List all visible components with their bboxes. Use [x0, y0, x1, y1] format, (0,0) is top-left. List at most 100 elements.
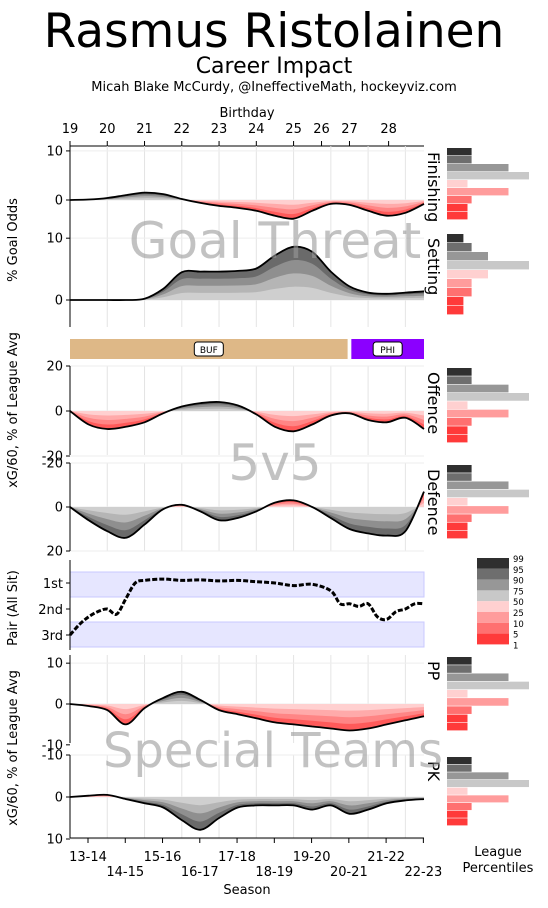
- histogram-bar: [447, 196, 472, 204]
- season-tick-label: 17-18: [218, 850, 256, 865]
- section-title: Special Teams: [103, 723, 443, 779]
- legend-swatch: [477, 601, 509, 612]
- panel-name: PK: [424, 761, 443, 782]
- histogram-pp: [447, 657, 529, 731]
- area-band-positive: [70, 694, 424, 704]
- top-axis-tick-label: 23: [211, 122, 228, 137]
- legend-swatch: [477, 558, 509, 569]
- panel-pk: -10 0 10 PK: [42, 749, 443, 848]
- y-tick-label: 0: [55, 698, 63, 713]
- histogram-bar: [447, 368, 472, 376]
- legend-label: 5: [513, 631, 518, 641]
- histogram-bar: [447, 473, 472, 481]
- y-tick-label: 0: [55, 194, 63, 209]
- histogram-bar: [447, 148, 472, 156]
- percentile-histograms: [447, 148, 529, 826]
- panel-setting: 10 0 Setting: [46, 232, 443, 327]
- season-tick-label: 13-14: [69, 850, 107, 865]
- y-tick-label: 0: [55, 405, 63, 420]
- legend-title-line1: League: [474, 845, 521, 860]
- y-tick-label: -20: [42, 457, 63, 472]
- panel-offence: 20 0 -20 Offence: [42, 360, 443, 465]
- panel-name: PP: [424, 661, 443, 681]
- top-axis-tick-label: 22: [174, 122, 191, 137]
- histogram-bar: [447, 714, 468, 723]
- area-band-negative: [70, 704, 424, 711]
- third-pair-band: [69, 621, 425, 648]
- histogram-bar: [447, 497, 468, 506]
- y-tick-label: 0: [55, 294, 63, 309]
- histogram-bar: [447, 376, 472, 385]
- y-tick-label: 10: [46, 657, 63, 672]
- histogram-bar: [447, 514, 472, 522]
- histogram-bar: [447, 506, 509, 514]
- area-band-positive: [70, 697, 424, 704]
- area-band-negative: [70, 797, 424, 822]
- area-band-positive: [70, 198, 424, 200]
- pair-tick-label: 3rd: [41, 629, 63, 644]
- histogram-bar: [447, 673, 509, 682]
- top-axis-label: Birthday: [219, 106, 274, 121]
- histogram-bar: [447, 764, 472, 772]
- y-tick-label: 20: [46, 545, 63, 560]
- season-tick-label: 20-21: [330, 865, 368, 880]
- area-band-positive: [70, 700, 424, 704]
- panel-name: Setting: [424, 238, 443, 295]
- histogram-bar: [447, 522, 468, 531]
- histogram-bar: [447, 252, 488, 261]
- legend-label: 50: [513, 598, 524, 608]
- panels: 100 Finishing100Setting200-20Offence-2002…: [42, 144, 443, 847]
- histogram-bar: [447, 188, 509, 196]
- histogram-bar: [447, 810, 468, 818]
- birthday-axis: Birthday 19 20 21 22 23 24 25 26 27 28: [62, 106, 424, 147]
- histogram-offence: [447, 368, 529, 443]
- y-tick-label: 10: [46, 232, 63, 247]
- series-line: [69, 690, 425, 732]
- season-tick-label: 19-20: [293, 850, 331, 865]
- group-y-label: xG/60, % of League Avg: [6, 332, 21, 488]
- y-axis-labels: % Goal Odds xG/60, % of League Avg Pair (A…: [6, 198, 21, 826]
- area-band-negative: [70, 411, 424, 417]
- season-tick-label: 16-17: [181, 865, 219, 880]
- y-tick-label: 20: [46, 360, 63, 375]
- top-axis-tick-label: 26: [313, 122, 330, 137]
- season-tick-label: 22-23: [404, 865, 442, 880]
- area-band-negative: [70, 797, 424, 814]
- histogram-bar: [447, 288, 472, 297]
- y-tick-label: 0: [55, 791, 63, 806]
- section-title: Goal Threat: [129, 212, 421, 270]
- season-axis: 13-1414-1515-1616-1717-1818-1919-2020-21…: [69, 837, 442, 898]
- pair-tick-label: 1st: [43, 577, 63, 592]
- histogram-setting: [447, 234, 529, 315]
- histogram-bar: [447, 787, 468, 795]
- histogram-bar: [447, 772, 509, 780]
- histogram-bar: [447, 156, 472, 164]
- histogram-bar: [447, 172, 529, 180]
- group-y-label: Pair (All Sit): [6, 570, 21, 646]
- histogram-bar: [447, 706, 472, 714]
- pair-panel: 1st 2nd 3rd: [38, 560, 425, 650]
- series-line: [69, 401, 425, 433]
- team-label: BUF: [200, 346, 218, 356]
- y-tick-label: 10: [46, 833, 63, 848]
- y-tick-label: -20: [42, 450, 63, 465]
- histogram-bar: [447, 722, 468, 731]
- chart-credit: Micah Blake McCurdy, @IneffectiveMath, h…: [91, 80, 457, 95]
- panel-defence: -20 0 20 Defence: [42, 457, 443, 560]
- histogram-bar: [447, 243, 472, 252]
- area-band-negative: [70, 797, 424, 806]
- legend-label: 25: [513, 609, 524, 619]
- top-axis-tick-label: 28: [380, 122, 397, 137]
- team-label: PHI: [380, 346, 395, 356]
- histogram-pk: [447, 757, 529, 826]
- area-band-negative: [70, 507, 424, 523]
- legend-label: 1: [513, 641, 518, 651]
- legend-swatch: [477, 622, 509, 634]
- histogram-bar: [447, 426, 468, 435]
- x-axis-label: Season: [223, 883, 270, 898]
- team-label-box: [372, 341, 403, 357]
- team-bar: BUF PHI: [70, 339, 424, 359]
- area-band-negative: [70, 507, 424, 515]
- histogram-bar: [447, 481, 509, 490]
